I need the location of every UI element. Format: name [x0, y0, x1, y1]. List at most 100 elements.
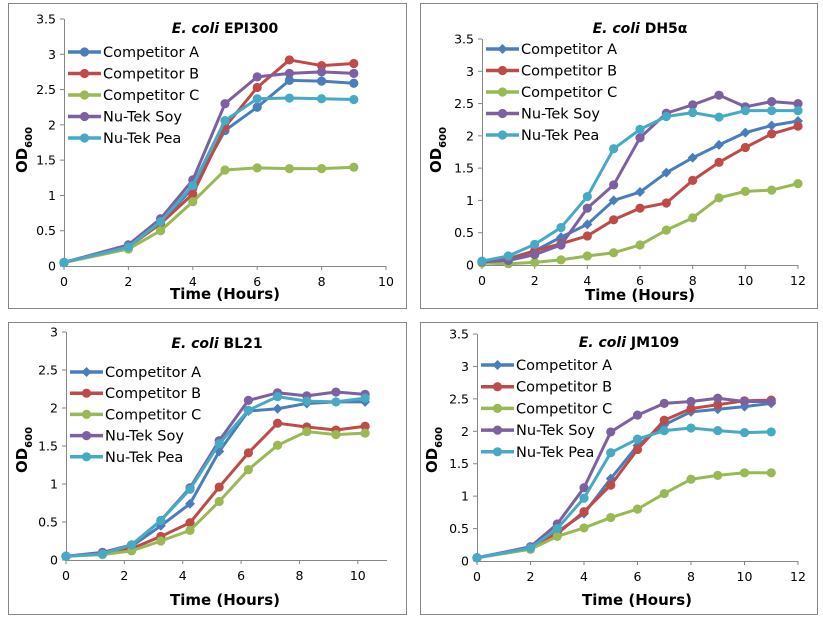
data-point: [317, 164, 327, 174]
legend-marker: [79, 68, 90, 79]
data-point: [284, 55, 294, 65]
data-point: [252, 94, 262, 104]
y-tick-label: 0.5: [454, 225, 474, 240]
chart-panel: 0 0.5 1 1.5 2 2.5 3 0 2 4 6 8 10 Time (Hours) OD600 E. …: [8, 322, 407, 615]
legend-label: Competitor A: [103, 45, 199, 61]
data-point: [766, 396, 776, 407]
chart-title-species: E. coli: [172, 21, 219, 37]
series-nu-tek-pea: [472, 423, 776, 563]
x-tick-label: 10: [350, 568, 366, 583]
legend-item: Nu-Tek Pea: [481, 445, 594, 461]
data-point: [635, 240, 645, 250]
data-point: [713, 393, 723, 403]
x-tick-label: 0: [478, 273, 486, 288]
legend-label: Competitor C: [105, 407, 201, 423]
legend-label: Competitor C: [521, 85, 617, 101]
legend-marker: [81, 388, 92, 398]
chart-title: E. coli DH5α: [593, 21, 688, 37]
chart-panel: 0 0.5 1 1.5 2 2.5 3 3.5 0 2 4 6 8 10 Time (Hours) OD600…: [8, 3, 407, 309]
y-tick-label: 2: [48, 117, 56, 132]
data-point: [635, 133, 645, 143]
data-point: [635, 203, 645, 213]
legend-marker: [497, 65, 508, 76]
legend-label: Competitor B: [521, 64, 617, 80]
data-point: [252, 72, 262, 82]
data-point: [284, 164, 294, 174]
data-point: [317, 60, 327, 71]
legend-item: Competitor C: [481, 401, 612, 417]
data-point: [349, 58, 359, 69]
data-point: [579, 493, 589, 503]
x-axis-label: Time (Hours): [170, 591, 280, 609]
chart-title-species: E. coli: [593, 21, 640, 37]
data-point: [661, 225, 671, 235]
data-point: [59, 257, 69, 268]
data-point: [686, 403, 696, 414]
x-tick-label: 6: [237, 568, 245, 583]
y-tick-label: 2: [461, 424, 469, 439]
x-tick-label: 0: [62, 568, 70, 583]
data-point: [185, 518, 195, 528]
data-point: [688, 108, 698, 118]
x-tick-label: 8: [687, 569, 695, 584]
data-point: [127, 540, 137, 550]
legend-label: Nu-Tek Soy: [103, 110, 182, 126]
data-point: [272, 418, 283, 428]
data-point: [579, 523, 589, 533]
data-point: [632, 434, 643, 444]
data-point: [659, 426, 669, 436]
data-point: [284, 75, 294, 85]
data-point: [766, 120, 777, 131]
y-tick-label: 3: [466, 64, 474, 79]
x-tick-label: 6: [253, 274, 261, 289]
legend-label: Competitor C: [516, 401, 612, 417]
y-tick-label: 0: [461, 554, 469, 569]
data-point: [609, 180, 619, 190]
x-tick-label: 10: [737, 273, 753, 288]
data-point: [331, 397, 341, 407]
data-point: [214, 496, 224, 507]
data-point: [252, 163, 262, 173]
data-point: [360, 421, 370, 431]
chart-panel: 0 0.5 1 1.5 2 2.5 3 3.5 0 2 4 6 8 10 12 Time (Hours) OD6…: [420, 322, 818, 615]
x-tick-label: 6: [634, 569, 642, 584]
legend-label: Competitor A: [516, 358, 612, 374]
x-tick-label: 8: [318, 274, 326, 289]
legend-item: Competitor B: [70, 386, 201, 402]
data-point: [243, 448, 253, 458]
data-point: [686, 423, 696, 433]
series-nu-tek-soy: [59, 67, 359, 268]
data-point: [156, 216, 166, 227]
legend-label: Nu-Tek Soy: [516, 423, 595, 439]
data-point: [766, 468, 776, 478]
data-point: [714, 139, 724, 150]
legend-item: Nu-Tek Soy: [486, 107, 600, 123]
data-point: [185, 484, 195, 494]
x-axis-label: Time (Hours): [582, 591, 692, 609]
data-point: [659, 415, 669, 425]
data-point: [97, 549, 108, 559]
x-tick-label: 10: [737, 569, 753, 584]
data-point: [635, 187, 645, 198]
legend-item: Competitor A: [481, 358, 612, 374]
x-tick-label: 6: [636, 273, 644, 288]
legend-marker: [497, 87, 508, 97]
x-tick-label: 2: [120, 568, 128, 583]
y-tick-label: 1: [466, 193, 474, 208]
series-nu-tek-pea: [477, 106, 803, 266]
chart-title-species: E. coli: [171, 336, 218, 352]
x-tick-label: 4: [189, 274, 197, 289]
legend-marker: [492, 360, 503, 370]
data-point: [252, 82, 262, 93]
y-tick-label: 2.5: [36, 82, 56, 97]
data-point: [793, 179, 803, 189]
y-axis-label-subscript: 600: [24, 427, 35, 448]
legend-marker: [79, 90, 90, 100]
legend-item: Nu-Tek Soy: [68, 110, 182, 126]
data-point: [272, 440, 283, 450]
data-point: [767, 185, 777, 195]
data-point: [582, 231, 592, 241]
legend-label: Nu-Tek Pea: [103, 131, 181, 147]
x-tick-label: 12: [790, 273, 806, 288]
data-point: [185, 498, 196, 509]
